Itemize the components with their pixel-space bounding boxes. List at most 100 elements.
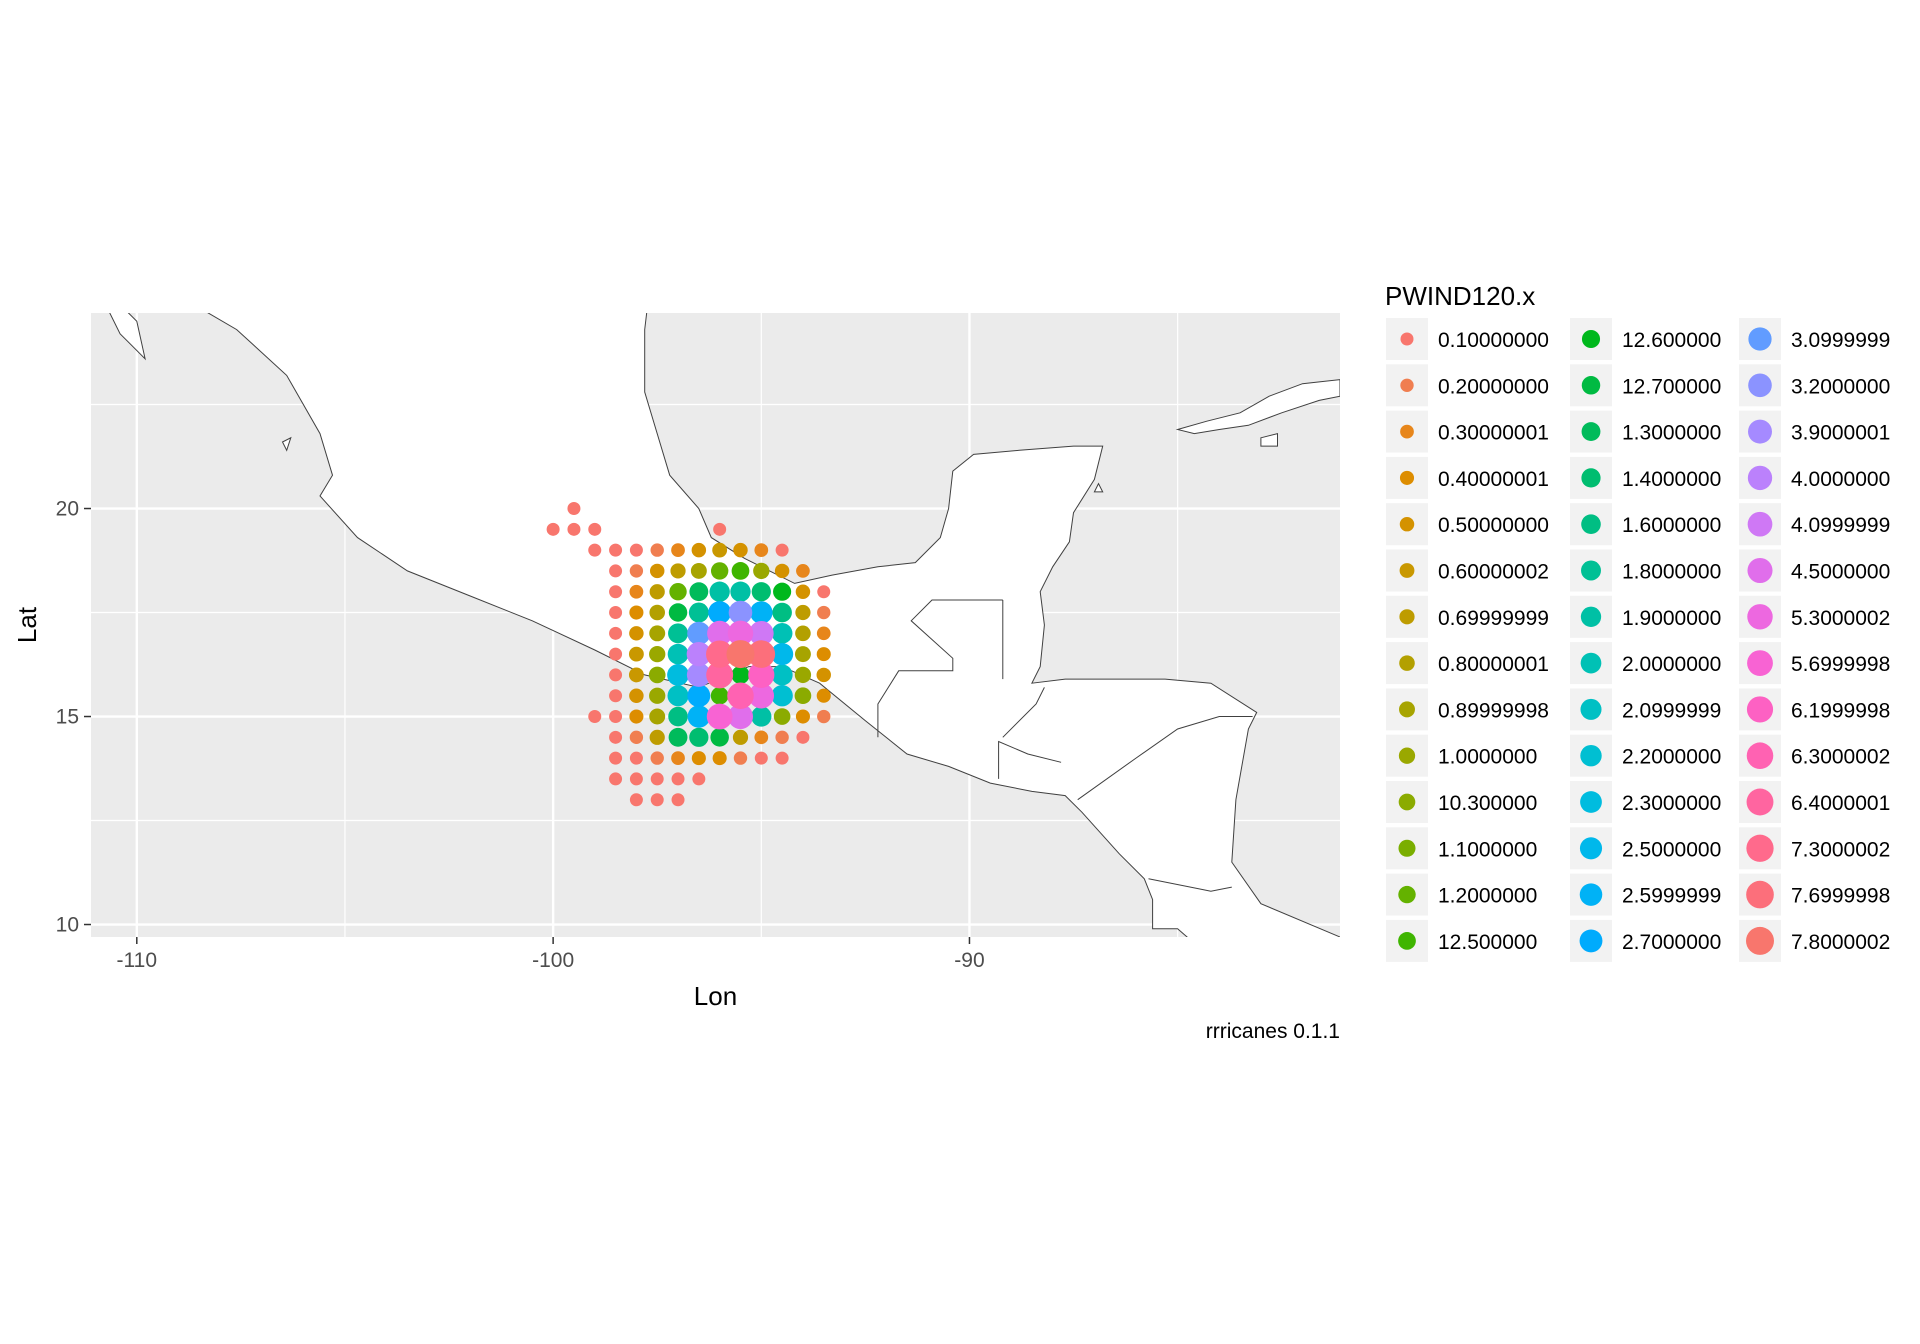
data-point [728, 600, 753, 625]
legend-key-point [1746, 880, 1774, 909]
data-point [713, 522, 727, 536]
legend-key-point [1747, 604, 1773, 630]
legend-key-point [1580, 606, 1602, 627]
data-point [817, 585, 831, 599]
legend: 0.10000000 0.20000000 0.30000001 0.40000001… [1386, 318, 1890, 962]
legend-key-point [1748, 373, 1772, 398]
data-point [706, 640, 734, 668]
data-point [732, 729, 749, 745]
legend-label: 4.0000000 [1791, 468, 1890, 491]
legend-label: 7.3000002 [1791, 838, 1890, 861]
legend-label: 6.1999998 [1791, 699, 1890, 722]
data-point [712, 751, 727, 766]
data-point [629, 584, 644, 599]
data-point [794, 687, 812, 705]
legend-label: 0.80000001 [1438, 653, 1549, 676]
data-point [733, 751, 748, 765]
legend-key-point [1748, 327, 1772, 351]
data-point [692, 772, 706, 786]
land-mainland [207, 313, 1340, 937]
legend-key-point [1579, 883, 1603, 906]
legend-label: 0.60000002 [1438, 561, 1549, 584]
data-point [710, 562, 729, 580]
legend-key-point [1746, 788, 1774, 816]
legend-key-point [1747, 511, 1773, 537]
data-point [650, 543, 664, 557]
data-point [795, 625, 811, 642]
legend-label: 7.8000002 [1791, 931, 1890, 954]
data-point [588, 710, 602, 724]
legend-label: 10.300000 [1438, 792, 1537, 815]
data-point [649, 625, 666, 642]
data-point [649, 584, 665, 600]
data-point [753, 562, 770, 580]
legend-label: 12.600000 [1622, 329, 1721, 352]
data-point [771, 643, 794, 666]
data-point [609, 710, 623, 724]
data-point [733, 542, 748, 558]
land-baja-mouth [109, 313, 146, 361]
data-point [795, 604, 811, 621]
legend-label: 1.8000000 [1622, 561, 1721, 584]
legend-label: 7.6999998 [1791, 885, 1890, 908]
data-point [609, 772, 623, 786]
data-point [629, 605, 644, 620]
data-point [669, 583, 687, 601]
data-point [629, 730, 644, 745]
data-point [668, 727, 688, 747]
data-point [546, 522, 560, 536]
data-point [609, 606, 623, 620]
data-point [649, 687, 666, 704]
data-point [649, 645, 666, 663]
data-point [691, 542, 707, 558]
data-point [567, 522, 581, 536]
legend-key-point [1398, 885, 1416, 904]
data-point [609, 647, 623, 661]
data-point [748, 683, 775, 709]
legend-key-point [1747, 465, 1773, 491]
data-point [628, 667, 644, 683]
legend-label: 5.6999998 [1791, 653, 1890, 676]
legend-key-point [1399, 563, 1415, 578]
data-point [710, 686, 729, 705]
data-point [648, 666, 666, 684]
x-tick-label: -100 [532, 949, 574, 972]
legend-key-point [1580, 791, 1602, 813]
data-point [691, 751, 706, 766]
data-point [796, 730, 810, 744]
data-point [775, 751, 789, 765]
legend-key-point [1581, 514, 1601, 534]
data-point [629, 772, 643, 786]
data-point [816, 688, 831, 703]
data-point [731, 665, 750, 684]
legend-label: 3.2000000 [1791, 375, 1890, 398]
data-point [609, 751, 623, 765]
legend-label: 2.0999999 [1622, 699, 1721, 722]
data-point [710, 728, 729, 747]
legend-key-point [1398, 793, 1416, 811]
data-point [671, 543, 685, 557]
data-point [771, 664, 793, 686]
legend-key-point [1747, 650, 1773, 677]
legend-label: 4.0999999 [1791, 514, 1890, 537]
data-point [629, 543, 643, 557]
data-point [773, 708, 791, 725]
legend-key-point [1579, 837, 1603, 860]
legend-key-point [1581, 329, 1601, 349]
data-point [771, 622, 793, 644]
data-point [686, 641, 712, 667]
data-point [650, 793, 664, 807]
data-point [567, 502, 581, 516]
land-cuba [1175, 379, 1340, 435]
land-cozumel [1093, 482, 1104, 493]
data-point [690, 562, 707, 579]
data-point [609, 585, 623, 599]
legend-label: 2.3000000 [1622, 792, 1721, 815]
legend-label: 2.5000000 [1622, 838, 1721, 861]
legend-label: 2.0000000 [1622, 653, 1721, 676]
legend-label: 1.3000000 [1622, 422, 1721, 445]
legend-key-point [1580, 698, 1602, 720]
data-point [712, 542, 728, 558]
legend-key-point [1400, 332, 1414, 346]
